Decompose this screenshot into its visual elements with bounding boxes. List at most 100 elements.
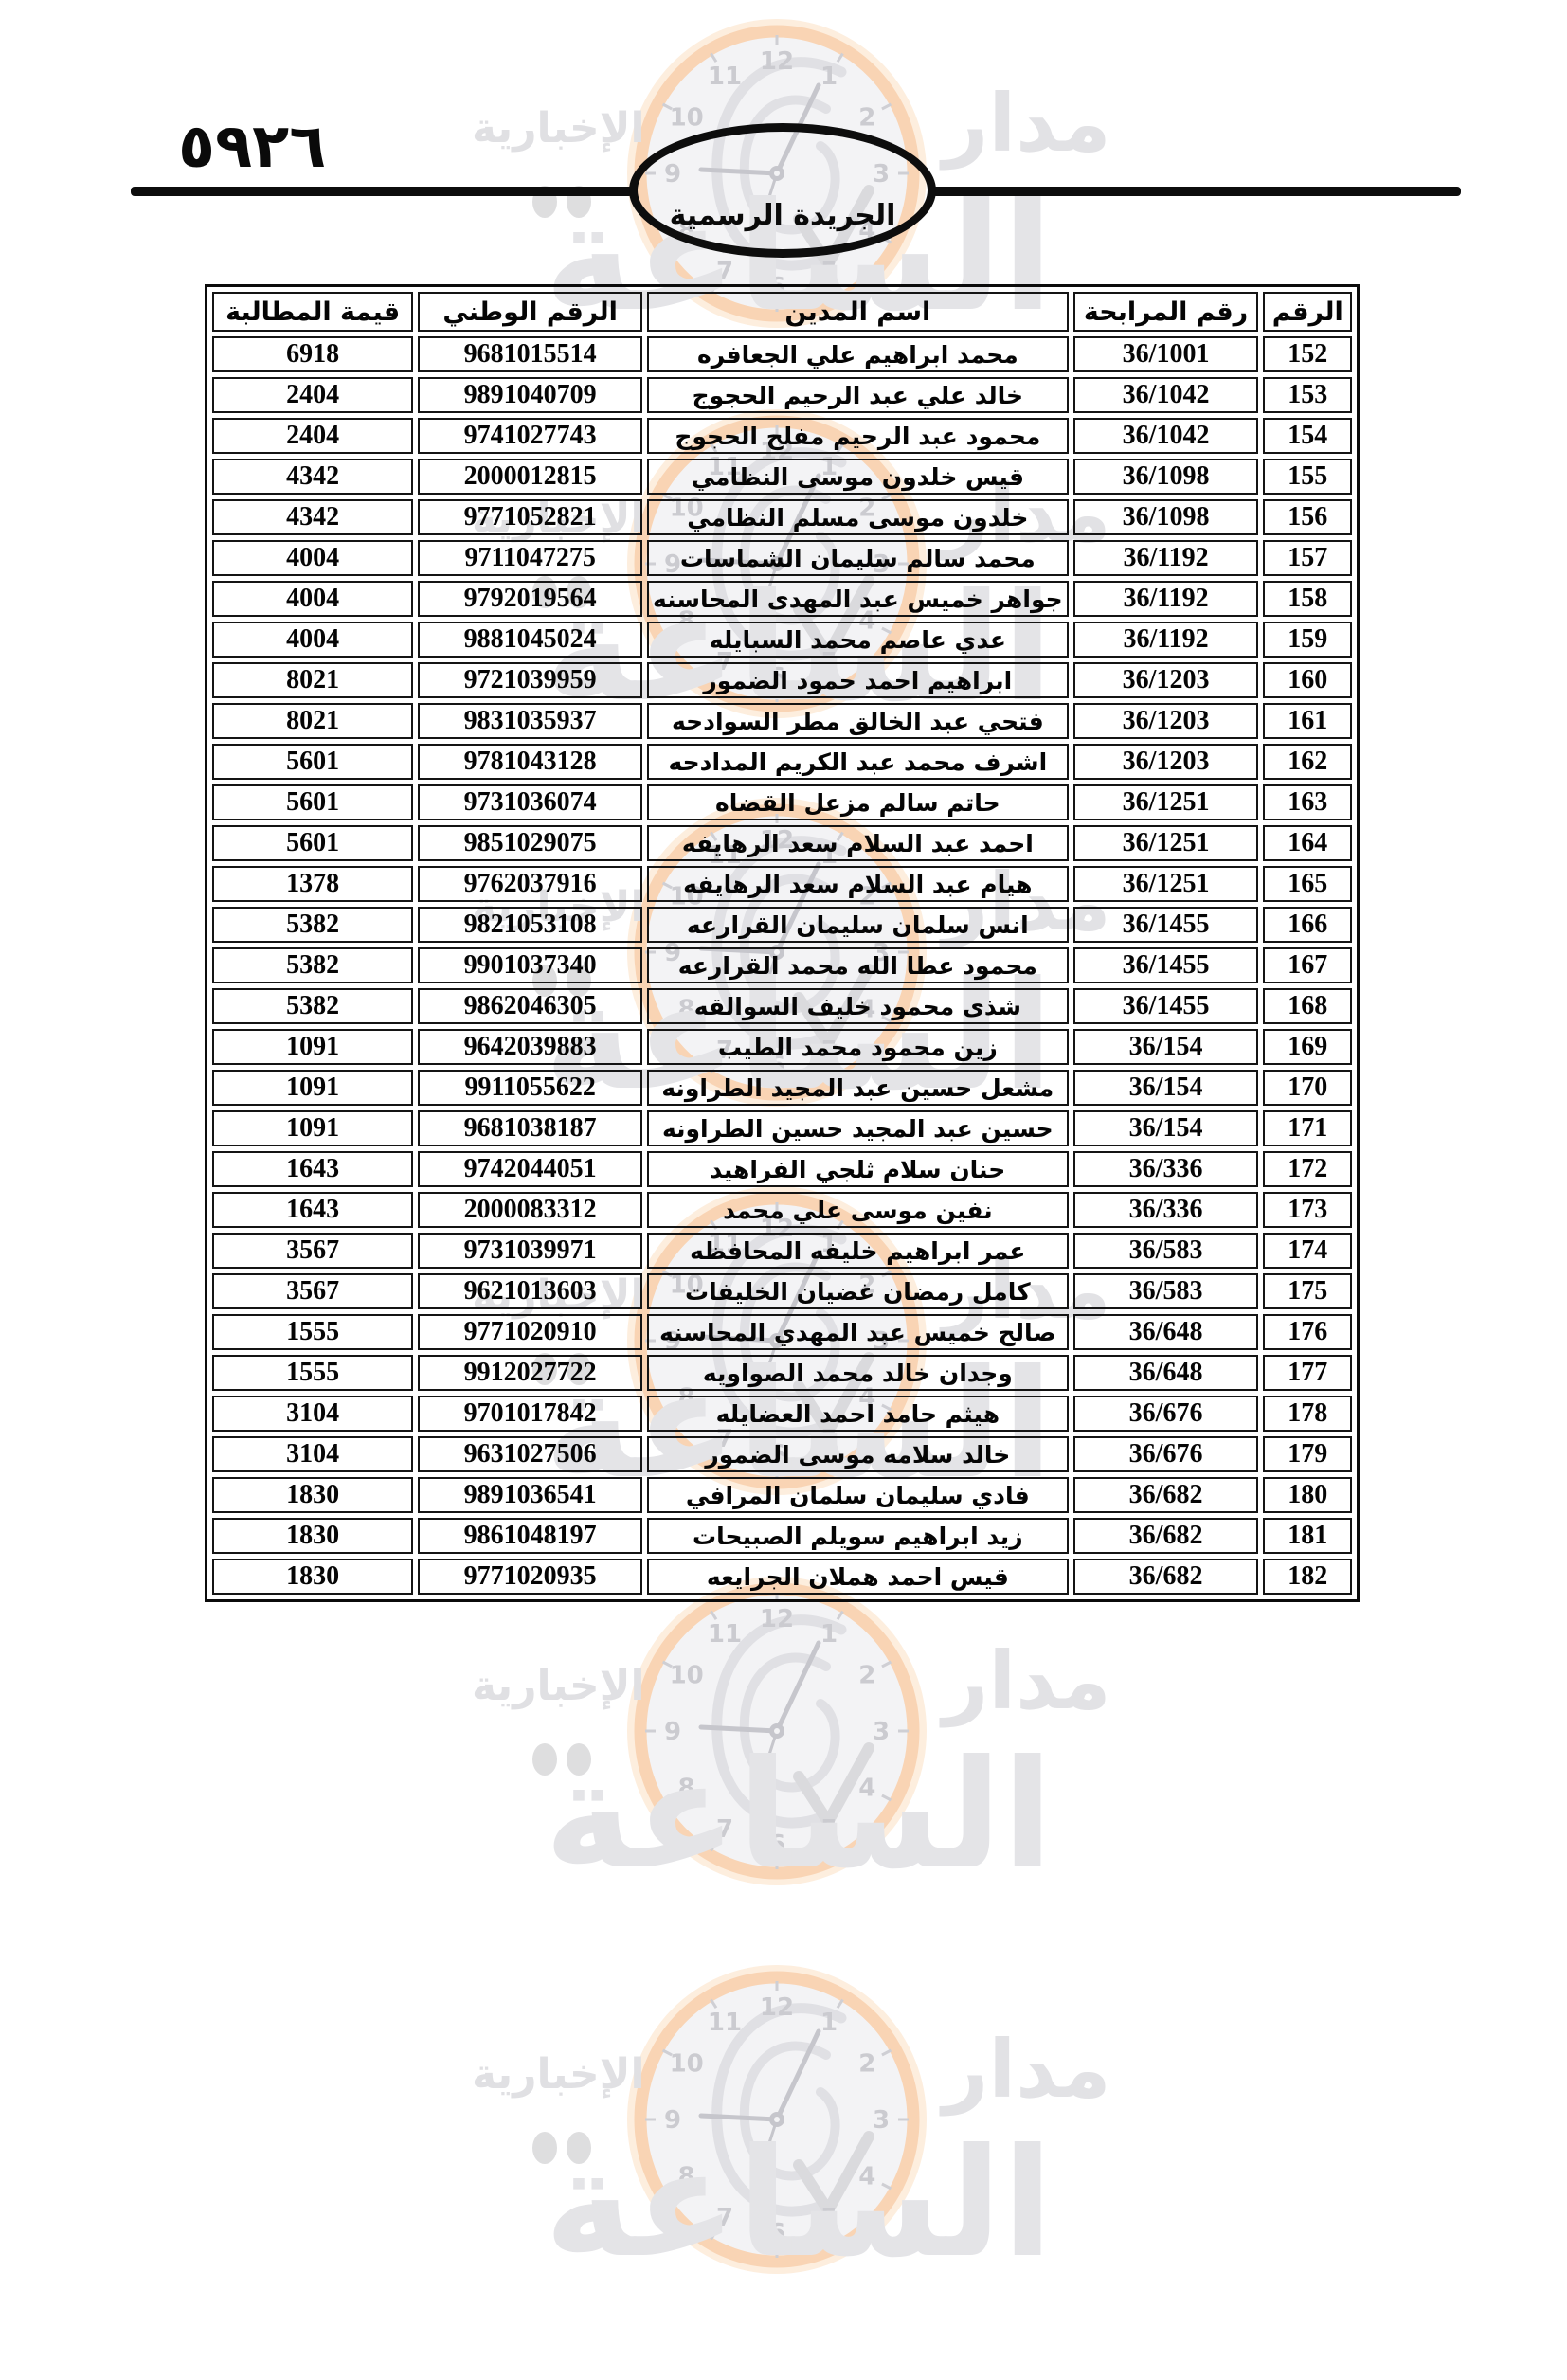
cell-debtor-name: ابراهيم احمد حمود الضمور <box>647 662 1069 698</box>
debtors-table: الرقم رقم المرابحة اسم المدين الرقم الوط… <box>205 284 1360 1602</box>
cell-seq: 171 <box>1263 1110 1352 1146</box>
table-row: 176 36/648 صالح خميس عبد المهدي المحاسنه… <box>212 1314 1352 1350</box>
cell-claim-value: 3567 <box>212 1273 414 1309</box>
cell-seq: 155 <box>1263 459 1352 495</box>
col-header-debtor-name: اسم المدين <box>647 292 1069 332</box>
gazette-title: الجريدة الرسمية <box>669 198 896 232</box>
cell-claim-value: 4004 <box>212 581 414 617</box>
table-row: 180 36/682 فادي سليمان سلمان المرافي 989… <box>212 1477 1352 1513</box>
cell-murabaha: 36/648 <box>1072 1355 1259 1391</box>
cell-debtor-name: حسين عبد المجيد حسين الطراونه <box>647 1110 1069 1146</box>
debtors-table-container: الرقم رقم المرابحة اسم المدين الرقم الوط… <box>205 284 1360 1602</box>
cell-seq: 172 <box>1263 1151 1352 1187</box>
cell-debtor-name: حاتم سالم مزعل القضاه <box>647 784 1069 820</box>
cell-murabaha: 36/1455 <box>1072 988 1259 1024</box>
table-row: 162 36/1203 اشرف محمد عبد الكريم المدادح… <box>212 744 1352 780</box>
cell-seq: 159 <box>1263 622 1352 658</box>
cell-claim-value: 1830 <box>212 1477 414 1513</box>
cell-murabaha: 36/1042 <box>1072 377 1259 413</box>
cell-claim-value: 5601 <box>212 825 414 861</box>
cell-murabaha: 36/1251 <box>1072 866 1259 902</box>
cell-national-id: 9901037340 <box>418 947 642 983</box>
cell-seq: 178 <box>1263 1396 1352 1432</box>
cell-national-id: 9631027506 <box>418 1436 642 1472</box>
cell-murabaha: 36/1001 <box>1072 336 1259 372</box>
cell-claim-value: 3567 <box>212 1233 414 1269</box>
cell-murabaha: 36/1098 <box>1072 459 1259 495</box>
cell-seq: 179 <box>1263 1436 1352 1472</box>
cell-claim-value: 6918 <box>212 336 414 372</box>
cell-claim-value: 4342 <box>212 499 414 535</box>
cell-murabaha: 36/154 <box>1072 1029 1259 1065</box>
cell-debtor-name: شذى محمود خليف السوالقه <box>647 988 1069 1024</box>
cell-claim-value: 2404 <box>212 377 414 413</box>
table-row: 178 36/676 هيثم حامد احمد العضايله 97010… <box>212 1396 1352 1432</box>
table-row: 157 36/1192 محمد سالم سليمان الشماسات 97… <box>212 540 1352 576</box>
cell-national-id: 9742044051 <box>418 1151 642 1187</box>
cell-seq: 162 <box>1263 744 1352 780</box>
cell-murabaha: 36/1192 <box>1072 540 1259 576</box>
cell-seq: 152 <box>1263 336 1352 372</box>
table-row: 156 36/1098 خلدون موسى مسلم النظامي 9771… <box>212 499 1352 535</box>
cell-debtor-name: قيس خلدون موسى النظامي <box>647 459 1069 495</box>
cell-debtor-name: صالح خميس عبد المهدي المحاسنه <box>647 1314 1069 1350</box>
cell-murabaha: 36/336 <box>1072 1192 1259 1228</box>
col-header-murabaha: رقم المرابحة <box>1072 292 1259 332</box>
cell-national-id: 9681015514 <box>418 336 642 372</box>
cell-claim-value: 5382 <box>212 947 414 983</box>
table-row: 166 36/1455 انس سلمان سليمان القرارعه 98… <box>212 907 1352 943</box>
cell-claim-value: 1830 <box>212 1518 414 1554</box>
cell-seq: 153 <box>1263 377 1352 413</box>
cell-debtor-name: محمد سالم سليمان الشماسات <box>647 540 1069 576</box>
cell-national-id: 9831035937 <box>418 703 642 739</box>
cell-national-id: 9741027743 <box>418 418 642 454</box>
cell-debtor-name: هيام عبد السلام سعد الرهايفه <box>647 866 1069 902</box>
cell-national-id: 9912027722 <box>418 1355 642 1391</box>
page-number: ٥٩٢٦ <box>178 112 327 182</box>
cell-debtor-name: نفين موسى علي محمد <box>647 1192 1069 1228</box>
cell-debtor-name: خالد علي عبد الرحيم الحجوج <box>647 377 1069 413</box>
cell-national-id: 9711047275 <box>418 540 642 576</box>
table-row: 182 36/682 قيس احمد هملان الجرايعه 97710… <box>212 1559 1352 1595</box>
cell-claim-value: 1643 <box>212 1151 414 1187</box>
cell-national-id: 9891036541 <box>418 1477 642 1513</box>
cell-claim-value: 5601 <box>212 744 414 780</box>
cell-murabaha: 36/682 <box>1072 1559 1259 1595</box>
cell-national-id: 9642039883 <box>418 1029 642 1065</box>
cell-claim-value: 8021 <box>212 703 414 739</box>
cell-seq: 177 <box>1263 1355 1352 1391</box>
table-row: 177 36/648 وجدان خالد محمد الصواويه 9912… <box>212 1355 1352 1391</box>
cell-debtor-name: مشعل حسين عبد المجيد الطراونه <box>647 1070 1069 1106</box>
cell-claim-value: 1091 <box>212 1110 414 1146</box>
cell-debtor-name: حنان سلام ثلجي الفراهيد <box>647 1151 1069 1187</box>
cell-seq: 164 <box>1263 825 1352 861</box>
table-row: 152 36/1001 محمد ابراهيم علي الجعافره 96… <box>212 336 1352 372</box>
cell-seq: 165 <box>1263 866 1352 902</box>
cell-murabaha: 36/648 <box>1072 1314 1259 1350</box>
table-row: 174 36/583 عمر ابراهيم خليفه المحافظه 97… <box>212 1233 1352 1269</box>
cell-debtor-name: خلدون موسى مسلم النظامي <box>647 499 1069 535</box>
table-row: 165 36/1251 هيام عبد السلام سعد الرهايفه… <box>212 866 1352 902</box>
cell-national-id: 9731039971 <box>418 1233 642 1269</box>
cell-debtor-name: محمد ابراهيم علي الجعافره <box>647 336 1069 372</box>
cell-national-id: 9881045024 <box>418 622 642 658</box>
cell-national-id: 9911055622 <box>418 1070 642 1106</box>
table-row: 173 36/336 نفين موسى علي محمد 2000083312… <box>212 1192 1352 1228</box>
cell-seq: 169 <box>1263 1029 1352 1065</box>
cell-seq: 181 <box>1263 1518 1352 1554</box>
cell-claim-value: 1555 <box>212 1355 414 1391</box>
cell-murabaha: 36/682 <box>1072 1477 1259 1513</box>
cell-claim-value: 5382 <box>212 907 414 943</box>
cell-murabaha: 36/583 <box>1072 1273 1259 1309</box>
cell-national-id: 9792019564 <box>418 581 642 617</box>
cell-claim-value: 2404 <box>212 418 414 454</box>
cell-national-id: 9621013603 <box>418 1273 642 1309</box>
cell-murabaha: 36/682 <box>1072 1518 1259 1554</box>
cell-murabaha: 36/1203 <box>1072 703 1259 739</box>
cell-claim-value: 4342 <box>212 459 414 495</box>
cell-seq: 168 <box>1263 988 1352 1024</box>
cell-seq: 167 <box>1263 947 1352 983</box>
cell-seq: 174 <box>1263 1233 1352 1269</box>
cell-murabaha: 36/1455 <box>1072 947 1259 983</box>
cell-murabaha: 36/676 <box>1072 1436 1259 1472</box>
